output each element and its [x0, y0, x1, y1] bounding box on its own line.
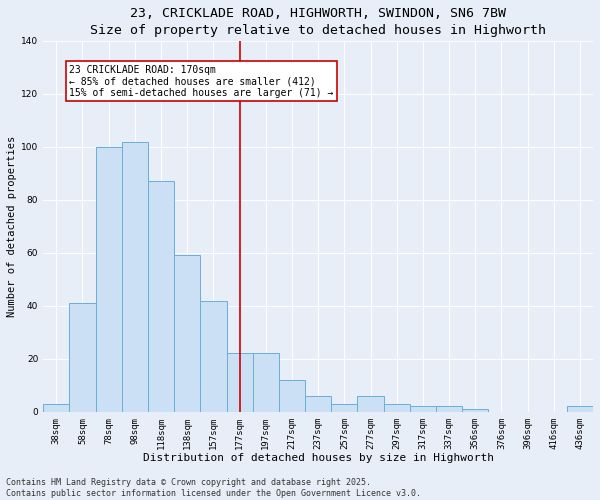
Bar: [462, 409, 488, 412]
Bar: [43, 404, 70, 412]
Bar: [148, 182, 174, 412]
Bar: [227, 354, 253, 412]
Bar: [174, 256, 200, 412]
Text: Contains HM Land Registry data © Crown copyright and database right 2025.
Contai: Contains HM Land Registry data © Crown c…: [6, 478, 421, 498]
Bar: [331, 404, 358, 412]
X-axis label: Distribution of detached houses by size in Highworth: Distribution of detached houses by size …: [143, 453, 494, 463]
Bar: [279, 380, 305, 412]
Bar: [410, 406, 436, 412]
Bar: [383, 404, 410, 412]
Bar: [436, 406, 462, 412]
Y-axis label: Number of detached properties: Number of detached properties: [7, 136, 17, 317]
Bar: [358, 396, 383, 412]
Bar: [70, 303, 95, 412]
Bar: [305, 396, 331, 412]
Bar: [122, 142, 148, 412]
Bar: [200, 300, 227, 412]
Text: 23 CRICKLADE ROAD: 170sqm
← 85% of detached houses are smaller (412)
15% of semi: 23 CRICKLADE ROAD: 170sqm ← 85% of detac…: [70, 64, 334, 98]
Bar: [95, 147, 122, 412]
Bar: [253, 354, 279, 412]
Title: 23, CRICKLADE ROAD, HIGHWORTH, SWINDON, SN6 7BW
Size of property relative to det: 23, CRICKLADE ROAD, HIGHWORTH, SWINDON, …: [90, 7, 546, 37]
Bar: [567, 406, 593, 412]
